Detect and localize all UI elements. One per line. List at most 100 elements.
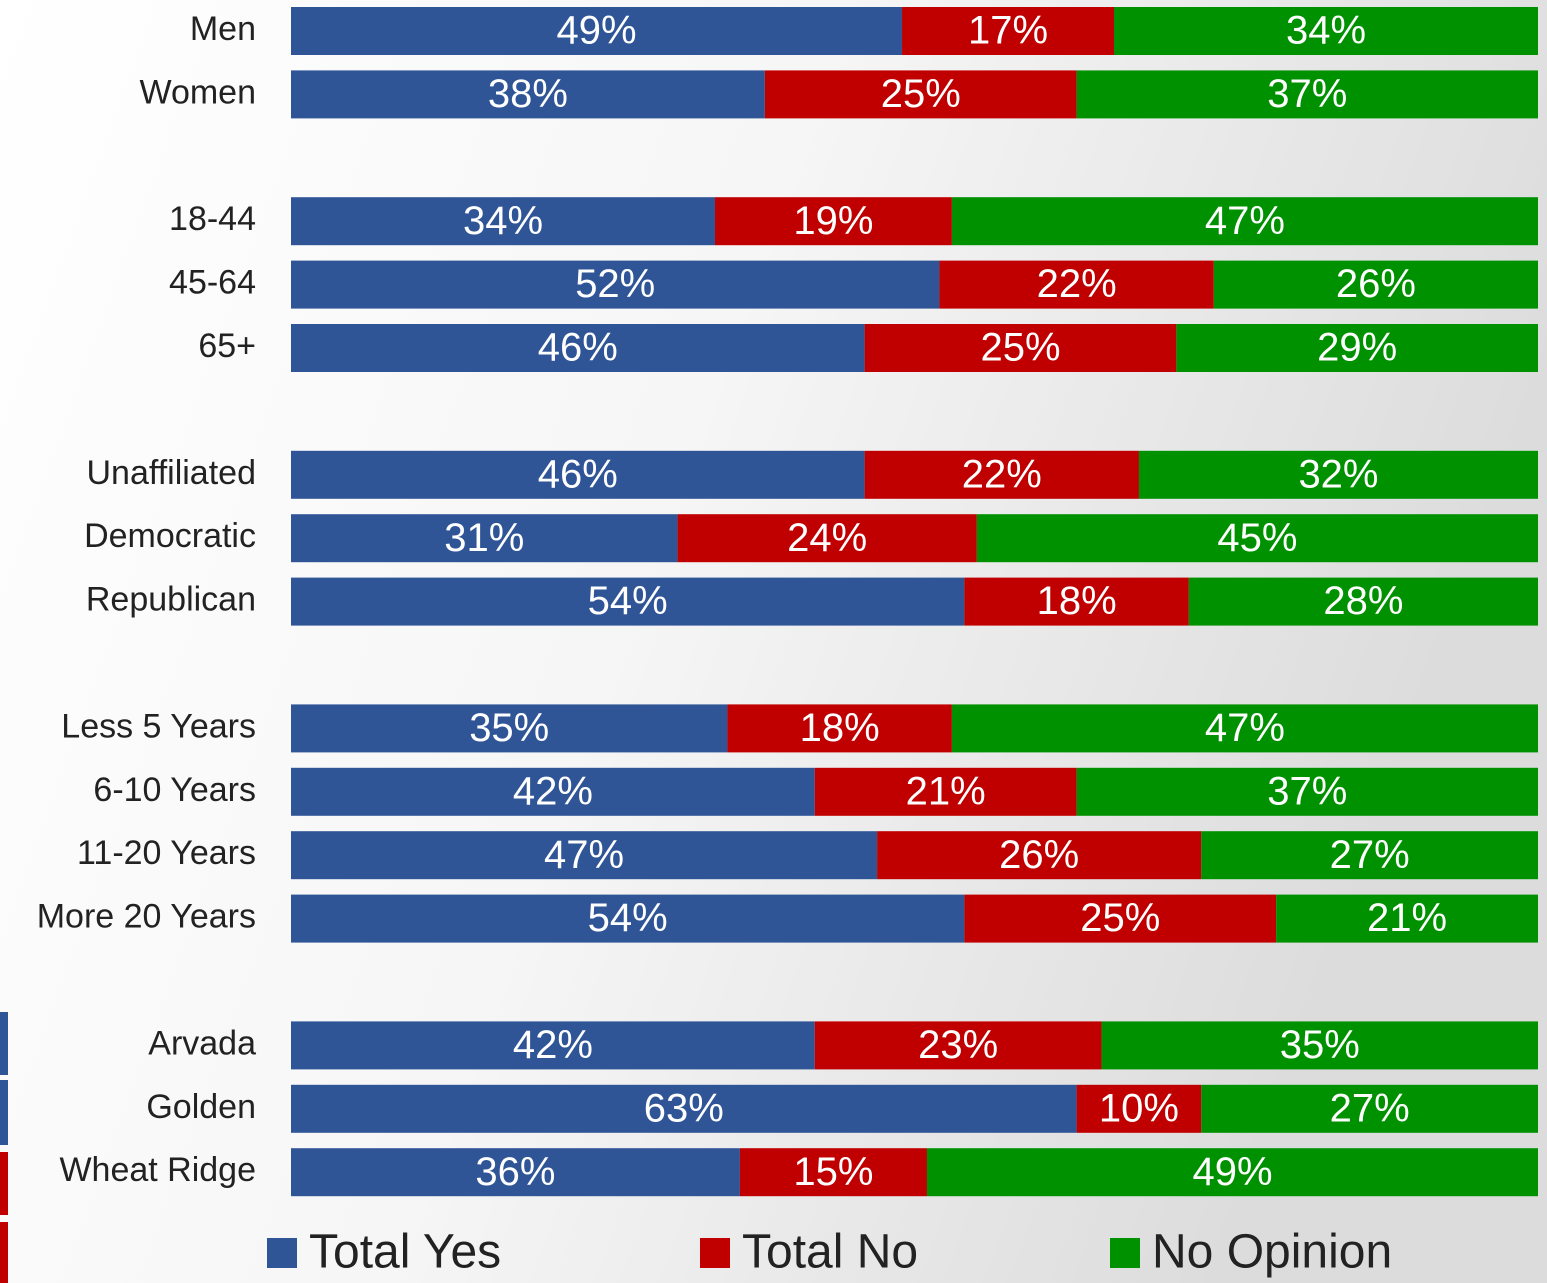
bar-segment — [1176, 324, 1538, 372]
bar-segment — [1076, 767, 1538, 816]
category-label: Republican — [86, 581, 256, 619]
legend-swatch — [1110, 1238, 1140, 1268]
bar-segment — [1076, 1084, 1202, 1133]
value-label: 54% — [588, 579, 668, 623]
bar-segment — [1188, 577, 1538, 626]
bar-segment — [877, 831, 1202, 880]
value-label: 37% — [1267, 769, 1347, 813]
bar-segment — [291, 324, 865, 372]
value-label: 22% — [1037, 262, 1117, 306]
bar-segment — [964, 894, 1277, 943]
value-label: 35% — [1280, 1023, 1360, 1067]
category-label: Unaffiliated — [87, 454, 257, 492]
value-label: 21% — [1367, 896, 1447, 940]
value-label: 47% — [544, 833, 624, 877]
value-label: 27% — [1330, 1086, 1410, 1130]
bar-segment — [291, 70, 765, 119]
bar-segment — [764, 70, 1077, 119]
value-label: 21% — [906, 769, 986, 813]
value-label: 54% — [588, 896, 668, 940]
bar-segment — [864, 324, 1177, 372]
value-label: 28% — [1323, 579, 1403, 623]
bar-segment — [1201, 831, 1538, 880]
value-label: 42% — [513, 1023, 593, 1067]
bar-segment — [727, 704, 952, 753]
value-label: 25% — [881, 72, 961, 116]
side-decoration — [0, 1222, 8, 1283]
value-label: 46% — [538, 326, 618, 370]
value-label: 29% — [1317, 326, 1397, 370]
value-label: 32% — [1298, 452, 1378, 496]
bar-segment — [291, 577, 965, 626]
bar-segment — [814, 767, 1077, 816]
bar-segment — [1213, 260, 1538, 309]
value-label: 36% — [475, 1150, 555, 1194]
bar-segment — [951, 704, 1538, 753]
value-label: 17% — [968, 9, 1048, 53]
category-label: 11-20 Years — [77, 834, 256, 872]
category-label: More 20 Years — [37, 898, 256, 936]
value-label: 49% — [556, 9, 636, 53]
bar-segment — [939, 260, 1214, 309]
value-label: 42% — [513, 769, 593, 813]
bar-segment — [1138, 450, 1538, 499]
bar-segment — [291, 514, 678, 563]
value-label: 52% — [575, 262, 655, 306]
value-label: 63% — [644, 1086, 724, 1130]
bar-segment — [1276, 894, 1538, 943]
bar-segment — [291, 197, 715, 246]
bar-segment — [902, 7, 1115, 55]
bar-segment — [291, 831, 878, 880]
category-label: Arvada — [148, 1024, 256, 1062]
category-label: 6-10 Years — [93, 771, 256, 809]
value-label: 49% — [1192, 1150, 1272, 1194]
bar-segment — [1076, 70, 1538, 119]
value-label: 18% — [800, 706, 880, 750]
value-label: 45% — [1217, 516, 1297, 560]
category-label: 65+ — [198, 327, 256, 365]
value-label: 46% — [538, 452, 618, 496]
bar-segment — [964, 577, 1189, 626]
value-label: 47% — [1205, 199, 1285, 243]
category-label: Wheat Ridge — [59, 1151, 256, 1189]
value-label: 27% — [1330, 833, 1410, 877]
legend-swatch — [267, 1238, 297, 1268]
value-label: 10% — [1099, 1086, 1179, 1130]
bar-segment — [291, 260, 940, 309]
value-label: 22% — [962, 452, 1042, 496]
category-label: Women — [139, 73, 256, 111]
value-label: 38% — [488, 72, 568, 116]
bar-segment — [976, 514, 1538, 563]
bar-segment — [814, 1021, 1102, 1070]
category-label: Less 5 Years — [61, 707, 256, 745]
bar-segment — [951, 197, 1538, 246]
bar-segment — [291, 767, 815, 816]
bar-segment — [864, 450, 1139, 499]
value-label: 19% — [793, 199, 873, 243]
legend-label: No Opinion — [1152, 1226, 1392, 1279]
value-label: 23% — [918, 1023, 998, 1067]
bar-segment — [677, 514, 977, 563]
legend-label: Total No — [742, 1226, 918, 1279]
bar-segment — [291, 1021, 815, 1070]
bar-segment — [291, 1148, 740, 1197]
value-label: 15% — [793, 1150, 873, 1194]
value-label: 34% — [1286, 9, 1366, 53]
value-label: 35% — [469, 706, 549, 750]
category-label: Democratic — [84, 517, 256, 555]
bar-segment — [714, 197, 952, 246]
value-label: 25% — [980, 326, 1060, 370]
bar-segment — [1114, 7, 1538, 55]
bar-segment — [739, 1148, 927, 1197]
bar-segment — [291, 1084, 1077, 1133]
category-label: Golden — [146, 1088, 256, 1126]
bar-segment — [926, 1148, 1538, 1197]
value-label: 24% — [787, 516, 867, 560]
bar-segment — [291, 7, 903, 55]
bar-segment — [291, 894, 965, 943]
value-label: 26% — [999, 833, 1079, 877]
side-decoration — [0, 1080, 8, 1145]
category-label: 18-44 — [169, 200, 256, 238]
value-label: 31% — [444, 516, 524, 560]
